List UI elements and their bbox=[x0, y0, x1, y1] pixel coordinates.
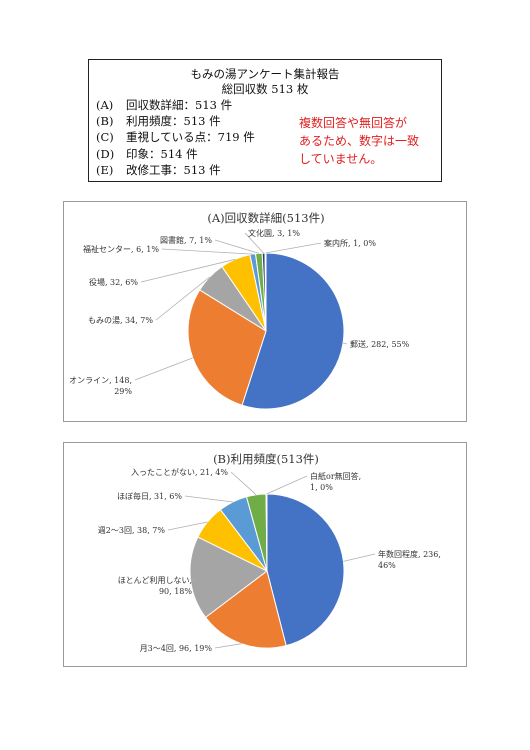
chart-title: (A)回収数詳細(513件) bbox=[207, 211, 324, 225]
discrepancy-note: 複数回答や無回答が あるため、数字は一致 していません。 bbox=[299, 114, 439, 168]
data-label: 年数回程度, 236, 46% bbox=[378, 549, 441, 570]
leader-line bbox=[244, 232, 264, 254]
summary-item: (E) 改修工事：513 件 bbox=[96, 162, 221, 177]
summary-box: もみの湯アンケート集計報告 総回収数 513 枚 (A) 回収数詳細：513 件 … bbox=[88, 59, 442, 182]
data-label: もみの湯, 34, 7% bbox=[88, 315, 153, 325]
data-label: 郵送, 282, 55% bbox=[350, 339, 410, 349]
chart-b-svg: (B)利用頻度(513件) 年数回程度, 236, 46% 月3～4回, 96, 19… bbox=[98, 452, 441, 653]
leader-line bbox=[140, 258, 236, 283]
data-label: 図書館, 7, 1% bbox=[160, 235, 212, 245]
summary-item: (B) 利用頻度：513 件 bbox=[96, 114, 221, 129]
leader-line bbox=[343, 342, 348, 345]
summary-item: (C) 重視している点：719 件 bbox=[96, 130, 255, 145]
data-label: 案内所, 1, 0% bbox=[324, 238, 376, 248]
note-line: していません。 bbox=[299, 152, 383, 166]
chart-a-svg: (A)回収数詳細(513件) 郵送, 282, 55% オンライン, 148, 29%… bbox=[69, 211, 410, 410]
leader-line bbox=[265, 242, 322, 254]
data-label: ほとんど利用しない, 90, 18% bbox=[118, 575, 193, 596]
chart-title: (B)利用頻度(513件) bbox=[213, 452, 319, 466]
leader-line bbox=[214, 239, 259, 254]
data-label: 月3～4回, 96, 19% bbox=[140, 644, 213, 653]
leader-line bbox=[155, 276, 210, 321]
note-line: あるため、数字は一致 bbox=[299, 134, 420, 148]
report-subtitle: 総回収数 513 枚 bbox=[221, 82, 309, 96]
data-label: 福祉センター, 6, 1% bbox=[83, 244, 159, 254]
data-label: 白紙or無回答, 1, 0% bbox=[310, 471, 361, 492]
leader-line bbox=[161, 248, 253, 255]
leader-line bbox=[167, 521, 208, 531]
leader-line bbox=[134, 357, 193, 381]
leader-line bbox=[230, 471, 257, 496]
data-label: 役場, 32, 6% bbox=[89, 277, 138, 287]
leader-line bbox=[266, 475, 308, 495]
leader-line bbox=[184, 495, 233, 503]
summary-item: (D) 印象：514 件 bbox=[96, 146, 198, 161]
report-title: もみの湯アンケート集計報告 bbox=[190, 67, 340, 81]
leader-line bbox=[214, 643, 242, 649]
note-line: 複数回答や無回答が bbox=[299, 116, 408, 130]
data-label: 入ったことがない, 21, 4% bbox=[131, 467, 228, 477]
summary-item: (A) 回収数詳細：513 件 bbox=[96, 98, 233, 112]
chart-a-panel: (A)回収数詳細(513件) 郵送, 282, 55% オンライン, 148, 29%… bbox=[63, 201, 467, 422]
data-label: 週2～3回, 38, 7% bbox=[98, 526, 166, 535]
data-label: オンライン, 148, 29% bbox=[69, 376, 132, 396]
summary-list: (A) 回収数詳細：513 件 (B) 利用頻度：513 件 (C) 重視している点：… bbox=[96, 97, 255, 178]
leader-line bbox=[190, 577, 196, 581]
pie-slice bbox=[266, 493, 345, 647]
chart-b-panel: (B)利用頻度(513件) 年数回程度, 236, 46% 月3～4回, 96, 19… bbox=[63, 442, 467, 667]
data-label: 文化園, 3, 1% bbox=[248, 228, 300, 238]
data-label: ほぼ毎日, 31, 6% bbox=[117, 491, 182, 501]
pie-slice bbox=[241, 252, 345, 410]
leader-line bbox=[343, 553, 376, 562]
